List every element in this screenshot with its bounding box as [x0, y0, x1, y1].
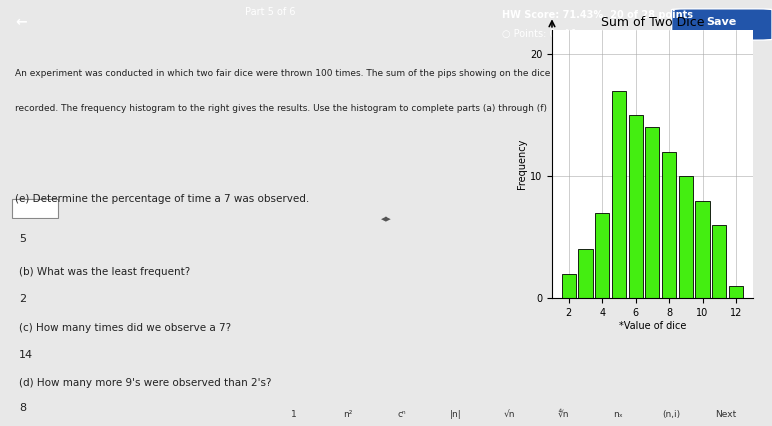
Text: √n: √n — [504, 410, 515, 419]
Bar — [679, 176, 693, 298]
Text: (d) How many more 9's were observed than 2's?: (d) How many more 9's were observed than… — [19, 378, 272, 389]
Text: cⁿ: cⁿ — [397, 410, 406, 419]
Bar — [662, 152, 676, 298]
Bar — [696, 201, 709, 298]
Text: |n|: |n| — [449, 410, 462, 419]
Bar — [578, 249, 593, 298]
Bar — [645, 127, 659, 298]
FancyBboxPatch shape — [672, 9, 772, 40]
Text: n²: n² — [343, 410, 352, 419]
Text: Next: Next — [715, 410, 736, 419]
Bar — [12, 199, 58, 218]
Text: 1: 1 — [290, 410, 296, 419]
Text: 5: 5 — [19, 234, 26, 244]
Text: Part 5 of 6: Part 5 of 6 — [245, 7, 296, 17]
Bar — [628, 115, 643, 298]
Bar — [712, 225, 726, 298]
Bar — [611, 91, 626, 298]
Text: nₓ: nₓ — [613, 410, 622, 419]
Text: HW Score: 71.43%, 20 of 28 points: HW Score: 71.43%, 20 of 28 points — [502, 10, 692, 20]
Text: ←: ← — [15, 15, 27, 29]
X-axis label: *Value of dice: *Value of dice — [618, 321, 686, 331]
Text: (c) How many times did we observe a 7?: (c) How many times did we observe a 7? — [19, 323, 232, 333]
Text: ∜n: ∜n — [558, 410, 569, 419]
Text: ○ Points: 0 of 1: ○ Points: 0 of 1 — [502, 29, 577, 39]
Bar — [595, 213, 609, 298]
Text: (b) What was the least frequent?: (b) What was the least frequent? — [19, 267, 191, 277]
Text: 2: 2 — [19, 294, 26, 304]
Bar — [561, 274, 576, 298]
Text: ◀▶: ◀▶ — [381, 216, 391, 222]
Text: (n,i): (n,i) — [662, 410, 681, 419]
Text: 14: 14 — [19, 350, 33, 360]
Text: 8: 8 — [19, 403, 26, 413]
Text: An experiment was conducted in which two fair dice were thrown 100 times. The su: An experiment was conducted in which two… — [15, 69, 594, 78]
Bar — [729, 286, 743, 298]
Y-axis label: Frequency: Frequency — [517, 139, 527, 189]
Title: Sum of Two Dice: Sum of Two Dice — [601, 16, 704, 29]
Text: recorded. The frequency histogram to the right gives the results. Use the histog: recorded. The frequency histogram to the… — [15, 104, 547, 112]
Text: (e) Determine the percentage of time a 7 was observed.: (e) Determine the percentage of time a 7… — [15, 194, 310, 204]
Text: Save: Save — [706, 17, 737, 27]
